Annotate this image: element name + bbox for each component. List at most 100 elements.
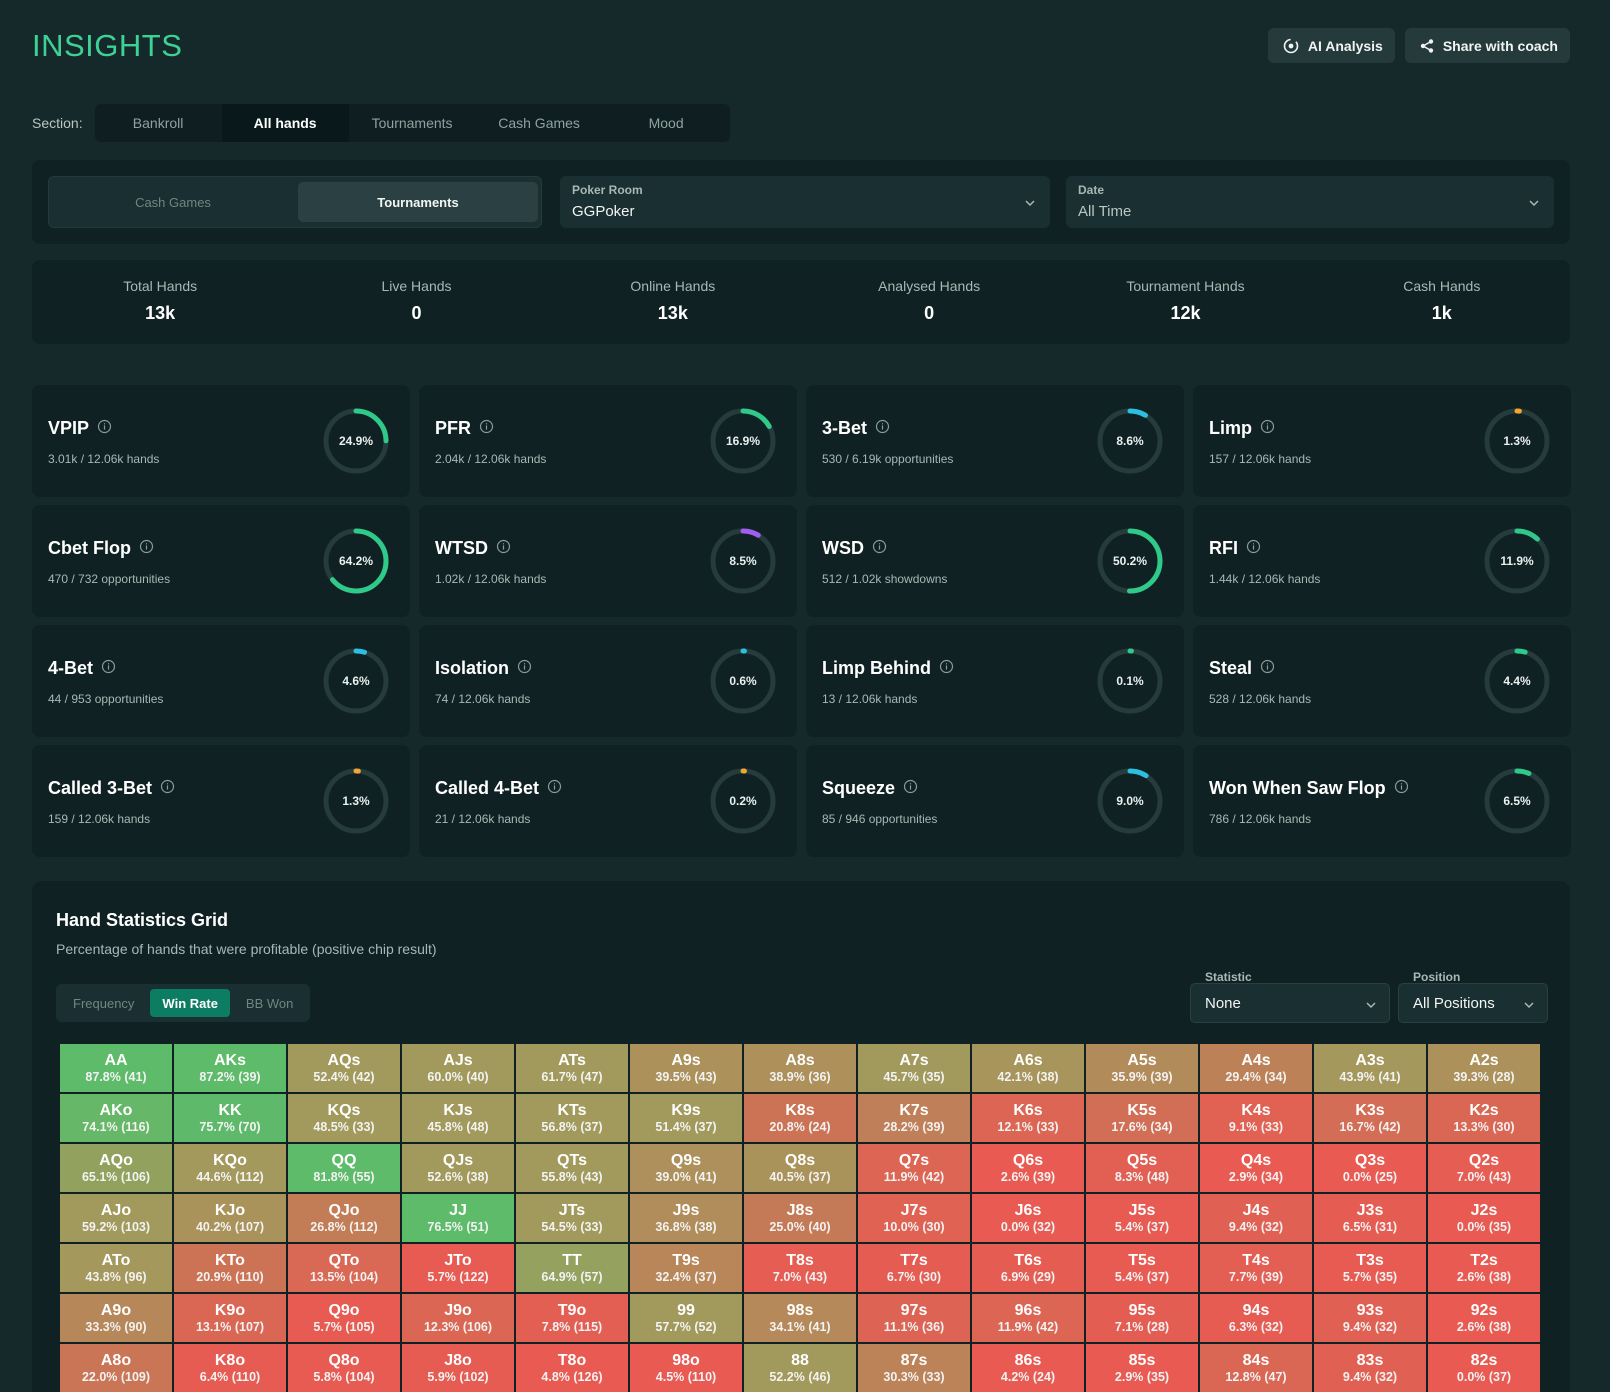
hand-cell[interactable]: K9s 51.4% (37): [630, 1094, 742, 1142]
info-icon[interactable]: [1260, 418, 1275, 439]
tab-tournaments[interactable]: Tournaments: [371, 115, 453, 131]
hand-cell[interactable]: 87s 30.3% (33): [858, 1344, 970, 1392]
position-select[interactable]: Position All Positions: [1398, 970, 1548, 1023]
hand-cell[interactable]: QJs 52.6% (38): [402, 1144, 514, 1192]
hand-cell[interactable]: KJo 40.2% (107): [174, 1194, 286, 1242]
hand-cell[interactable]: AQs 52.4% (42): [288, 1044, 400, 1092]
hand-cell[interactable]: QTo 13.5% (104): [288, 1244, 400, 1292]
info-icon[interactable]: [1394, 778, 1409, 799]
hand-cell[interactable]: Q6s 2.6% (39): [972, 1144, 1084, 1192]
hand-cell[interactable]: J4s 9.4% (32): [1200, 1194, 1312, 1242]
hand-cell[interactable]: Q9o 5.7% (105): [288, 1294, 400, 1342]
mode-win-rate[interactable]: Win Rate: [150, 989, 230, 1017]
hand-cell[interactable]: 94s 6.3% (32): [1200, 1294, 1312, 1342]
info-icon[interactable]: [139, 538, 154, 559]
hand-cell[interactable]: K8o 6.4% (110): [174, 1344, 286, 1392]
hand-cell[interactable]: A4s 29.4% (34): [1200, 1044, 1312, 1092]
hand-cell[interactable]: JJ 76.5% (51): [402, 1194, 514, 1242]
info-icon[interactable]: [875, 418, 890, 439]
hand-cell[interactable]: A6s 42.1% (38): [972, 1044, 1084, 1092]
hand-cell[interactable]: K9o 13.1% (107): [174, 1294, 286, 1342]
hand-cell[interactable]: 92s 2.6% (38): [1428, 1294, 1540, 1342]
hand-cell[interactable]: K7s 28.2% (39): [858, 1094, 970, 1142]
hand-cell[interactable]: J2s 0.0% (35): [1428, 1194, 1540, 1242]
info-icon[interactable]: [496, 538, 511, 559]
hand-cell[interactable]: Q8o 5.8% (104): [288, 1344, 400, 1392]
hand-cell[interactable]: T6s 6.9% (29): [972, 1244, 1084, 1292]
info-icon[interactable]: [160, 778, 175, 799]
hand-cell[interactable]: 88 52.2% (46): [744, 1344, 856, 1392]
hand-cell[interactable]: TT 64.9% (57): [516, 1244, 628, 1292]
hand-cell[interactable]: A5s 35.9% (39): [1086, 1044, 1198, 1092]
hand-cell[interactable]: A8o 22.0% (109): [60, 1344, 172, 1392]
hand-cell[interactable]: T7s 6.7% (30): [858, 1244, 970, 1292]
tab-cash-games[interactable]: Cash Games: [498, 115, 580, 131]
hand-cell[interactable]: 86s 4.2% (24): [972, 1344, 1084, 1392]
hand-cell[interactable]: K2s 13.3% (30): [1428, 1094, 1540, 1142]
tab-all-hands[interactable]: All hands: [221, 104, 349, 142]
hand-cell[interactable]: T5s 5.4% (37): [1086, 1244, 1198, 1292]
hand-cell[interactable]: Q2s 7.0% (43): [1428, 1144, 1540, 1192]
hand-cell[interactable]: J7s 10.0% (30): [858, 1194, 970, 1242]
info-icon[interactable]: [903, 778, 918, 799]
info-icon[interactable]: [479, 418, 494, 439]
hand-cell[interactable]: Q3s 0.0% (25): [1314, 1144, 1426, 1192]
hand-cell[interactable]: T8s 7.0% (43): [744, 1244, 856, 1292]
hand-cell[interactable]: JTo 5.7% (122): [402, 1244, 514, 1292]
hand-cell[interactable]: A3s 43.9% (41): [1314, 1044, 1426, 1092]
tab-bankroll[interactable]: Bankroll: [132, 115, 184, 131]
hand-cell[interactable]: AA 87.8% (41): [60, 1044, 172, 1092]
tab-mood[interactable]: Mood: [648, 115, 684, 131]
game-type-cash-games[interactable]: Cash Games: [135, 194, 211, 210]
hand-cell[interactable]: K6s 12.1% (33): [972, 1094, 1084, 1142]
hand-cell[interactable]: 99 57.7% (52): [630, 1294, 742, 1342]
hand-cell[interactable]: J8o 5.9% (102): [402, 1344, 514, 1392]
hand-cell[interactable]: K4s 9.1% (33): [1200, 1094, 1312, 1142]
hand-cell[interactable]: K3s 16.7% (42): [1314, 1094, 1426, 1142]
hand-cell[interactable]: A9o 33.3% (90): [60, 1294, 172, 1342]
hand-cell[interactable]: ATs 61.7% (47): [516, 1044, 628, 1092]
hand-cell[interactable]: A2s 39.3% (28): [1428, 1044, 1540, 1092]
hand-cell[interactable]: 84s 12.8% (47): [1200, 1344, 1312, 1392]
hand-cell[interactable]: KTo 20.9% (110): [174, 1244, 286, 1292]
hand-cell[interactable]: A8s 38.9% (36): [744, 1044, 856, 1092]
hand-cell[interactable]: Q4s 2.9% (34): [1200, 1144, 1312, 1192]
hand-cell[interactable]: ATo 43.8% (96): [60, 1244, 172, 1292]
hand-cell[interactable]: KTs 56.8% (37): [516, 1094, 628, 1142]
share-with-coach-button[interactable]: Share with coach: [1404, 28, 1570, 63]
hand-cell[interactable]: J6s 0.0% (32): [972, 1194, 1084, 1242]
hand-cell[interactable]: KK 75.7% (70): [174, 1094, 286, 1142]
info-icon[interactable]: [97, 418, 112, 439]
hand-cell[interactable]: KQo 44.6% (112): [174, 1144, 286, 1192]
info-icon[interactable]: [101, 658, 116, 679]
hand-cell[interactable]: T2s 2.6% (38): [1428, 1244, 1540, 1292]
hand-cell[interactable]: AKs 87.2% (39): [174, 1044, 286, 1092]
hand-cell[interactable]: AJo 59.2% (103): [60, 1194, 172, 1242]
statistic-select[interactable]: Statistic None: [1190, 970, 1390, 1023]
hand-cell[interactable]: Q9s 39.0% (41): [630, 1144, 742, 1192]
hand-cell[interactable]: AQo 65.1% (106): [60, 1144, 172, 1192]
hand-cell[interactable]: KQs 48.5% (33): [288, 1094, 400, 1142]
hand-cell[interactable]: 82s 0.0% (37): [1428, 1344, 1540, 1392]
hand-cell[interactable]: Q7s 11.9% (42): [858, 1144, 970, 1192]
hand-cell[interactable]: AKo 74.1% (116): [60, 1094, 172, 1142]
hand-cell[interactable]: T4s 7.7% (39): [1200, 1244, 1312, 1292]
hand-cell[interactable]: 98s 34.1% (41): [744, 1294, 856, 1342]
hand-cell[interactable]: J5s 5.4% (37): [1086, 1194, 1198, 1242]
hand-cell[interactable]: 96s 11.9% (42): [972, 1294, 1084, 1342]
hand-cell[interactable]: Q8s 40.5% (37): [744, 1144, 856, 1192]
info-icon[interactable]: [1246, 538, 1261, 559]
hand-cell[interactable]: Q5s 8.3% (48): [1086, 1144, 1198, 1192]
hand-cell[interactable]: K8s 20.8% (24): [744, 1094, 856, 1142]
info-icon[interactable]: [547, 778, 562, 799]
info-icon[interactable]: [517, 658, 532, 679]
hand-cell[interactable]: J9o 12.3% (106): [402, 1294, 514, 1342]
hand-cell[interactable]: A7s 45.7% (35): [858, 1044, 970, 1092]
hand-cell[interactable]: T3s 5.7% (35): [1314, 1244, 1426, 1292]
hand-cell[interactable]: T9o 7.8% (115): [516, 1294, 628, 1342]
hand-cell[interactable]: J3s 6.5% (31): [1314, 1194, 1426, 1242]
hand-cell[interactable]: 85s 2.9% (35): [1086, 1344, 1198, 1392]
info-icon[interactable]: [939, 658, 954, 679]
hand-cell[interactable]: J8s 25.0% (40): [744, 1194, 856, 1242]
hand-cell[interactable]: K5s 17.6% (34): [1086, 1094, 1198, 1142]
